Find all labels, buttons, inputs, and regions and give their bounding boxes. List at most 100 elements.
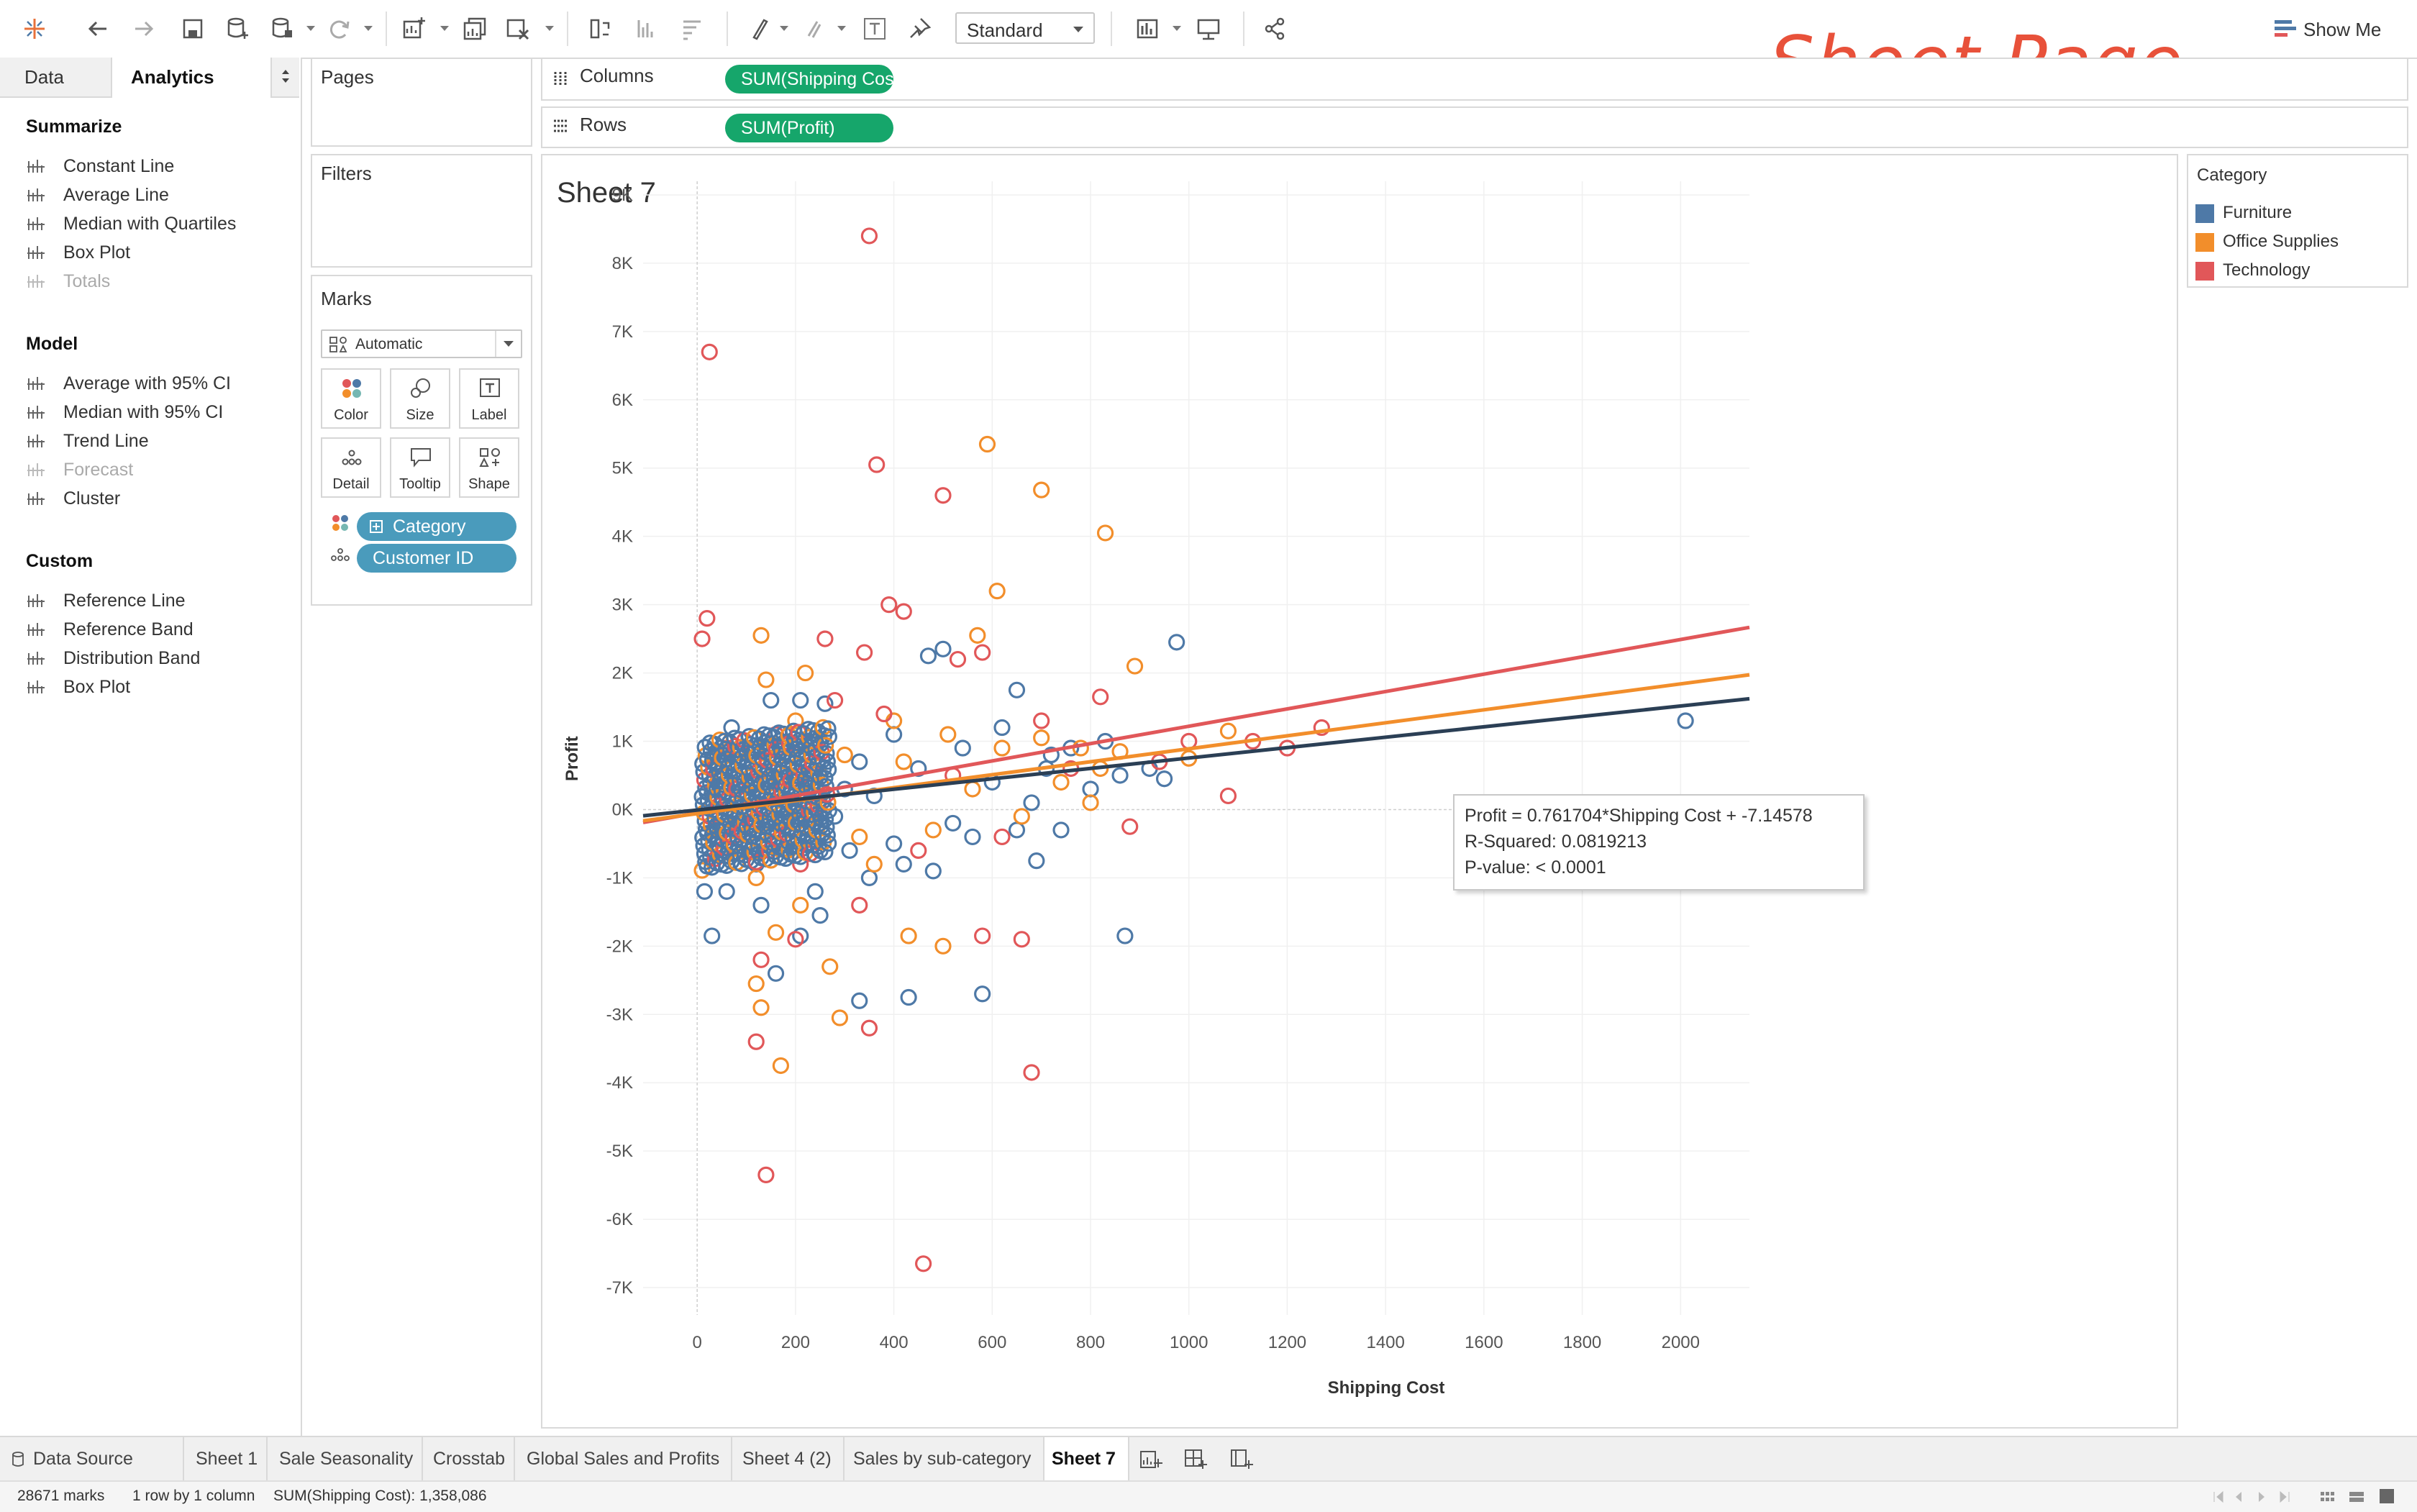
tab-sheet-1[interactable]: Sheet 1: [184, 1437, 268, 1482]
data-point-furniture[interactable]: [763, 691, 780, 709]
data-point-furniture[interactable]: [945, 814, 962, 832]
data-point-office-supplies[interactable]: [752, 999, 770, 1016]
fit-icon[interactable]: [1134, 14, 1162, 43]
data-point-furniture[interactable]: [696, 883, 714, 900]
tab-sale-seasonality[interactable]: Sale Seasonality: [268, 1437, 423, 1482]
data-point-office-supplies[interactable]: [988, 583, 1006, 600]
data-point-technology[interactable]: [752, 951, 770, 968]
data-point-furniture[interactable]: [718, 883, 735, 900]
data-point-office-supplies[interactable]: [831, 1009, 849, 1026]
tab-data[interactable]: Data: [0, 58, 112, 98]
data-point-furniture[interactable]: [1168, 634, 1185, 651]
sheet-sorter-icon[interactable]: [2378, 1488, 2395, 1505]
datasource-icon[interactable]: [268, 14, 296, 43]
tab-sheet-7[interactable]: Sheet 7: [1044, 1437, 1129, 1482]
data-point-furniture[interactable]: [895, 855, 912, 873]
data-point-cluster[interactable]: [820, 834, 837, 852]
data-point-furniture[interactable]: [792, 691, 809, 709]
data-point-technology[interactable]: [787, 931, 804, 948]
legend-item-furniture[interactable]: Furniture: [2188, 200, 2404, 226]
share-icon[interactable]: [1260, 14, 1289, 43]
new-datasource-icon[interactable]: [223, 14, 252, 43]
undo-icon[interactable]: [83, 14, 112, 43]
data-point-office-supplies[interactable]: [851, 828, 868, 846]
analytics-item-reference-line[interactable]: Reference Line: [26, 588, 285, 614]
data-point-furniture[interactable]: [767, 965, 785, 982]
mark-type-dropdown[interactable]: [495, 331, 521, 357]
analytics-item-trend-line[interactable]: Trend Line: [26, 429, 285, 455]
data-point-office-supplies[interactable]: [924, 821, 942, 839]
data-point-technology[interactable]: [880, 596, 898, 614]
category-color-pill[interactable]: Category: [357, 512, 516, 541]
data-point-cluster[interactable]: [817, 778, 834, 795]
tab-analytics[interactable]: Analytics: [112, 58, 270, 98]
data-point-office-supplies[interactable]: [1013, 808, 1030, 825]
data-point-technology[interactable]: [1313, 719, 1330, 737]
tabs-view-icon[interactable]: [2348, 1489, 2365, 1505]
tab-sheet-4-2[interactable]: Sheet 4 (2): [732, 1437, 845, 1482]
data-point-technology[interactable]: [1121, 818, 1139, 835]
data-point-technology[interactable]: [934, 487, 952, 504]
data-point-technology[interactable]: [915, 1255, 932, 1272]
data-point-furniture[interactable]: [1028, 852, 1045, 870]
tab-navigation-icons[interactable]: [2211, 1489, 2312, 1505]
analytics-item-reference-band[interactable]: Reference Band: [26, 617, 285, 643]
legend-item-office-supplies[interactable]: Office Supplies: [2188, 229, 2404, 255]
data-point-furniture[interactable]: [910, 760, 927, 778]
data-point-technology[interactable]: [1219, 787, 1237, 805]
marks-size-button[interactable]: Size: [390, 368, 450, 429]
analytics-item-box-plot[interactable]: Box Plot: [26, 240, 285, 266]
data-point-office-supplies[interactable]: [787, 712, 804, 729]
sort-ascending-icon[interactable]: [632, 14, 660, 43]
analytics-item-distribution-band[interactable]: Distribution Band: [26, 646, 285, 672]
data-point-cluster[interactable]: [820, 728, 837, 745]
marks-detail-button[interactable]: Detail: [321, 437, 381, 498]
data-point-office-supplies[interactable]: [934, 937, 952, 955]
data-point-office-supplies[interactable]: [772, 1057, 789, 1075]
tab-sales-by-sub-category[interactable]: Sales by sub-category: [845, 1437, 1044, 1482]
data-point-technology[interactable]: [757, 1166, 775, 1183]
data-point-furniture[interactable]: [704, 927, 721, 944]
show-me-button[interactable]: Show Me: [2273, 14, 2403, 43]
data-point-technology[interactable]: [910, 842, 927, 860]
data-point-furniture[interactable]: [851, 753, 868, 770]
data-point-technology[interactable]: [851, 896, 868, 914]
data-point-office-supplies[interactable]: [1096, 524, 1114, 542]
fit-dropdown-icon[interactable]: [1173, 26, 1181, 31]
data-point-furniture[interactable]: [1155, 770, 1173, 788]
tab-crosstab[interactable]: Crosstab: [423, 1437, 515, 1482]
data-point-technology[interactable]: [974, 927, 991, 944]
sort-descending-icon[interactable]: [678, 14, 706, 43]
data-point-office-supplies[interactable]: [969, 627, 986, 644]
data-point-office-supplies[interactable]: [895, 753, 912, 770]
data-point-office-supplies[interactable]: [1126, 657, 1144, 675]
data-point-technology[interactable]: [701, 343, 718, 360]
pin-icon[interactable]: [905, 14, 934, 43]
group-icon[interactable]: [798, 14, 827, 43]
data-point-furniture[interactable]: [993, 719, 1011, 737]
highlight-dropdown-icon[interactable]: [780, 26, 788, 31]
trend-line-technology[interactable]: [642, 625, 1750, 824]
data-point-office-supplies[interactable]: [747, 869, 765, 886]
pane-toggle-button[interactable]: [270, 58, 299, 98]
analytics-item-constant-line[interactable]: Constant Line: [26, 154, 285, 180]
refresh-dropdown-icon[interactable]: [364, 26, 373, 31]
data-point-furniture[interactable]: [954, 739, 971, 757]
data-point-cluster[interactable]: [818, 819, 835, 836]
analytics-item-cluster[interactable]: Cluster: [26, 486, 285, 512]
analytics-item-box-plot[interactable]: Box Plot: [26, 675, 285, 701]
data-point-technology[interactable]: [895, 603, 912, 620]
data-point-furniture[interactable]: [1008, 681, 1026, 698]
new-worksheet-icon[interactable]: [400, 14, 429, 43]
data-point-office-supplies[interactable]: [1033, 729, 1050, 747]
new-story-icon[interactable]: [1229, 1447, 1255, 1472]
save-icon[interactable]: [178, 14, 207, 43]
view-size-select[interactable]: Standard: [955, 12, 1095, 44]
data-point-cluster[interactable]: [816, 737, 834, 754]
data-point-technology[interactable]: [1092, 688, 1109, 706]
marks-shape-button[interactable]: Shape: [459, 437, 519, 498]
analytics-item-median-with-95-ci[interactable]: Median with 95% CI: [26, 400, 285, 426]
data-point-furniture[interactable]: [924, 862, 942, 880]
data-point-office-supplies[interactable]: [836, 746, 853, 764]
presentation-icon[interactable]: [1194, 14, 1223, 43]
